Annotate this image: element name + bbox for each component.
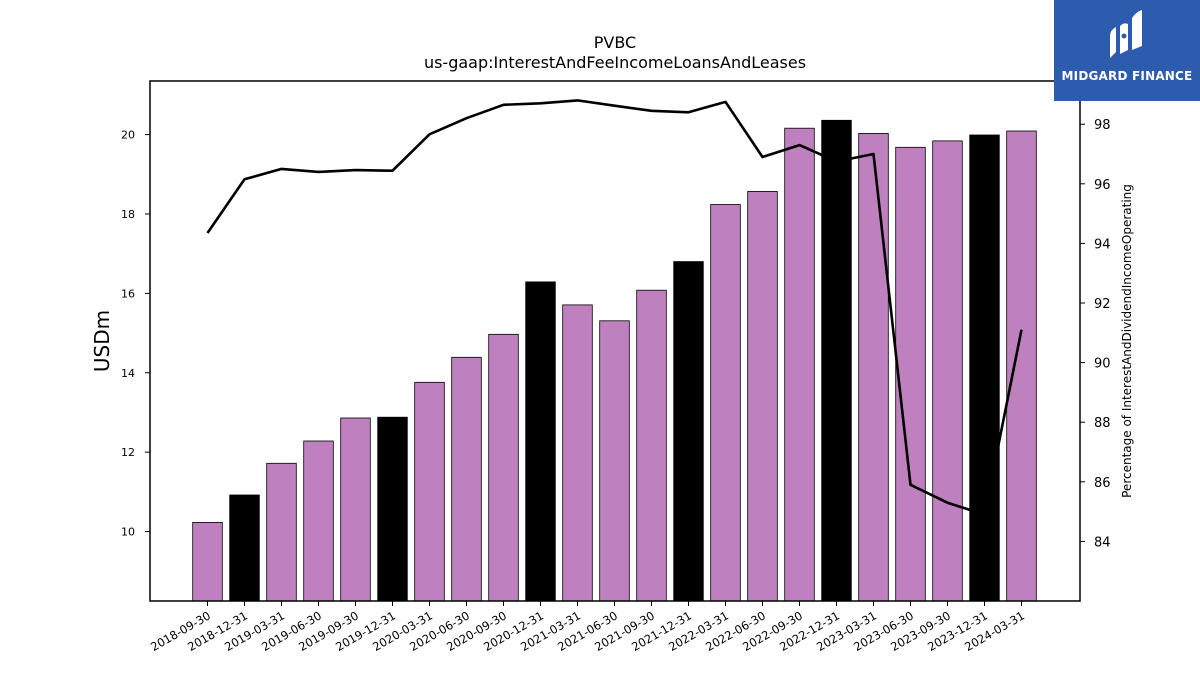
y2-tick-label: 88 xyxy=(1094,416,1111,431)
chart-subtitle: us-gaap:InterestAndFeeIncomeLoansAndLeas… xyxy=(424,53,806,72)
bar xyxy=(747,190,778,602)
y2-tick-label: 84 xyxy=(1094,535,1111,550)
y2-tick-label: 94 xyxy=(1094,237,1111,252)
bar xyxy=(229,494,260,602)
bar xyxy=(451,356,482,602)
y2-tick-label: 92 xyxy=(1094,297,1111,312)
y-tick-label: 14 xyxy=(121,367,135,380)
bar xyxy=(599,320,630,602)
bar xyxy=(192,522,223,602)
bar xyxy=(784,127,815,602)
percentage-line-series xyxy=(206,99,1023,516)
bar xyxy=(636,289,667,602)
bar xyxy=(562,304,593,602)
brand-logo: MIDGARD FINANCE xyxy=(1054,0,1200,101)
y-tick-label: 20 xyxy=(121,129,135,142)
y-tick-label: 18 xyxy=(121,208,135,221)
bar xyxy=(414,381,445,602)
brand-name: MIDGARD FINANCE xyxy=(1061,69,1193,83)
y-axis-left: 10 12 14 16 18 20 xyxy=(121,129,150,539)
midgard-logo-icon xyxy=(1110,10,1142,58)
bar xyxy=(340,417,371,602)
chart-title: PVBC xyxy=(594,33,636,52)
y-axis-label: USDm xyxy=(90,310,114,372)
y-tick-label: 10 xyxy=(121,526,135,539)
bar xyxy=(969,134,1000,602)
bar xyxy=(673,261,704,602)
y-axis-right: 84 86 88 90 92 94 96 98 xyxy=(1080,118,1111,550)
bar xyxy=(932,140,963,602)
y-tick-label: 16 xyxy=(121,287,135,300)
y-tick-label: 12 xyxy=(121,446,135,459)
bar xyxy=(488,333,519,602)
bar xyxy=(266,462,297,602)
bar xyxy=(303,440,334,602)
bar xyxy=(525,281,556,602)
x-axis: 2018-09-302018-12-312019-03-312019-06-30… xyxy=(148,601,1027,654)
y2-tick-label: 98 xyxy=(1094,118,1111,133)
y2-tick-label: 86 xyxy=(1094,476,1111,491)
bar xyxy=(858,132,889,602)
bar xyxy=(821,119,852,602)
y2-axis-label: Percentage of InterestAndDividendIncomeO… xyxy=(1120,184,1134,498)
percentage-line xyxy=(206,99,1023,516)
bar xyxy=(710,204,741,602)
bar xyxy=(377,416,408,602)
bar-series xyxy=(192,119,1037,602)
bar xyxy=(1006,130,1037,602)
y2-tick-label: 96 xyxy=(1094,178,1111,193)
y2-tick-label: 90 xyxy=(1094,357,1111,372)
bar xyxy=(895,146,926,602)
